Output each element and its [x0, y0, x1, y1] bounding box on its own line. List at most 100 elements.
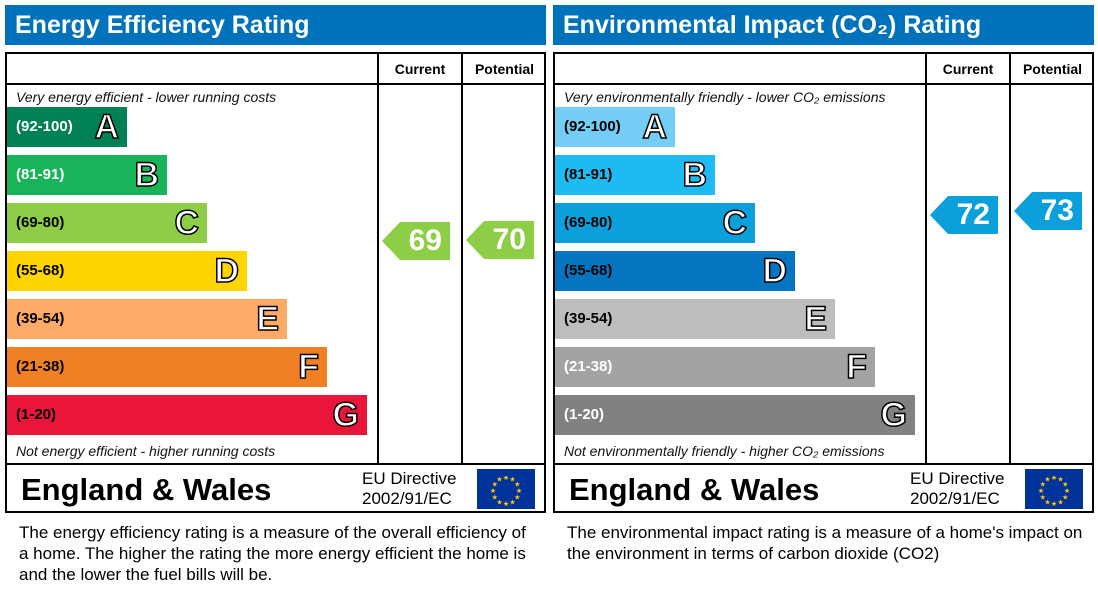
svg-text:★: ★	[1044, 498, 1050, 506]
divider	[555, 463, 1092, 465]
svg-text:★: ★	[514, 494, 520, 502]
eu-directive: EU Directive 2002/91/EC	[910, 469, 1004, 509]
svg-text:★: ★	[492, 494, 498, 502]
rating-description: The environmental impact rating is a mea…	[567, 523, 1083, 563]
divider	[7, 463, 544, 465]
svg-text:★: ★	[1051, 500, 1057, 508]
column-header-current: Current	[394, 61, 446, 77]
band-bar-d: (55-68) D	[555, 251, 795, 291]
environmental-impact-panel: Environmental Impact (CO₂) Rating Current…	[553, 0, 1095, 613]
rating-table: Current Potential Very environmentally fri…	[553, 52, 1094, 513]
band-range: (21-38)	[564, 358, 613, 375]
svg-text:★: ★	[509, 498, 515, 506]
svg-text:★: ★	[1062, 481, 1068, 489]
column-header-current: Current	[942, 61, 994, 77]
band-letter: A	[642, 107, 668, 147]
band-letter: G	[332, 395, 360, 435]
band-bar-c: (69-80) C	[555, 203, 755, 243]
band-letter: F	[845, 347, 867, 387]
chart-title: Energy Efficiency Rating	[5, 5, 546, 45]
svg-text:★: ★	[1051, 474, 1057, 482]
column-header-potential: Potential	[1022, 61, 1083, 77]
svg-text:★: ★	[1040, 481, 1046, 489]
directive-line: 2002/91/EC	[910, 489, 1000, 508]
top-note: Very environmentally friendly - lower CO…	[564, 89, 886, 105]
band-bar-a: (92-100) A	[555, 107, 675, 147]
eu-flag-icon: ★ ★ ★ ★ ★ ★ ★ ★ ★ ★ ★ ★	[1025, 469, 1083, 509]
band-range: (69-80)	[564, 214, 613, 231]
band-range: (1-20)	[564, 406, 605, 423]
svg-text:★: ★	[1064, 487, 1070, 495]
band-range: (92-100)	[564, 118, 621, 135]
band-letter: E	[256, 299, 280, 339]
svg-text:★: ★	[490, 487, 496, 495]
band-letter: G	[880, 395, 908, 435]
band-range: (69-80)	[16, 214, 65, 231]
column-header-potential: Potential	[474, 61, 535, 77]
bottom-note: Not energy efficient - higher running co…	[16, 443, 276, 459]
eu-flag-icon: ★ ★ ★ ★ ★ ★ ★ ★ ★ ★ ★ ★	[477, 469, 535, 509]
band-letter: F	[297, 347, 319, 387]
band-letter: C	[174, 203, 200, 243]
svg-text:★: ★	[1057, 476, 1063, 484]
band-range: (55-68)	[564, 262, 613, 279]
divider	[1009, 54, 1011, 465]
band-range: (92-100)	[16, 118, 73, 135]
band-range: (1-20)	[16, 406, 57, 423]
band-bar-g: (1-20) G	[7, 395, 367, 435]
band-range: (81-91)	[16, 166, 65, 183]
svg-text:★: ★	[1040, 494, 1046, 502]
top-note: Very energy efficient - lower running co…	[16, 89, 277, 105]
svg-text:★: ★	[1057, 498, 1063, 506]
divider	[461, 54, 463, 465]
current-rating-arrow: 72	[930, 196, 998, 234]
band-letter: B	[682, 155, 708, 195]
svg-text:★: ★	[492, 481, 498, 489]
svg-text:★: ★	[1062, 494, 1068, 502]
band-range: (81-91)	[564, 166, 613, 183]
potential-rating-arrow: 73	[1014, 192, 1082, 230]
svg-text:★: ★	[1044, 476, 1050, 484]
eu-directive: EU Directive 2002/91/EC	[362, 469, 456, 509]
band-bar-e: (39-54) E	[555, 299, 835, 339]
directive-line: EU Directive	[910, 469, 1005, 488]
svg-text:★: ★	[516, 487, 522, 495]
svg-text:★: ★	[503, 500, 509, 508]
region-label: England & Wales	[569, 472, 820, 507]
band-letter: E	[804, 299, 828, 339]
current-rating-arrow: 69	[382, 222, 450, 260]
band-letter: B	[134, 155, 160, 195]
svg-text:★: ★	[514, 481, 520, 489]
rating-description: The energy efficiency rating is a measur…	[19, 523, 526, 584]
energy-efficiency-panel: Energy Efficiency Rating Current Potential…	[5, 0, 547, 613]
chart-title: Environmental Impact (CO₂) Rating	[553, 5, 1094, 45]
rating-table: Current Potential Very energy efficient - …	[5, 52, 546, 513]
band-range: (39-54)	[564, 310, 613, 327]
divider	[555, 83, 1092, 85]
band-bar-f: (21-38) F	[7, 347, 327, 387]
band-range: (55-68)	[16, 262, 65, 279]
band-bar-a: (92-100) A	[7, 107, 127, 147]
band-bar-b: (81-91) B	[555, 155, 715, 195]
divider	[377, 54, 379, 465]
directive-line: EU Directive	[362, 469, 457, 488]
svg-text:★: ★	[509, 476, 515, 484]
bottom-note: Not environmentally friendly - higher CO…	[564, 443, 885, 459]
band-letter: D	[214, 251, 240, 291]
region-label: England & Wales	[21, 472, 272, 507]
svg-text:★: ★	[496, 476, 502, 484]
divider	[7, 83, 544, 85]
band-bar-b: (81-91) B	[7, 155, 167, 195]
potential-rating-arrow: 70	[466, 221, 534, 259]
directive-line: 2002/91/EC	[362, 489, 452, 508]
svg-text:★: ★	[503, 474, 509, 482]
band-bar-e: (39-54) E	[7, 299, 287, 339]
band-range: (39-54)	[16, 310, 65, 327]
band-letter: A	[94, 107, 120, 147]
divider	[925, 54, 927, 465]
svg-text:★: ★	[1038, 487, 1044, 495]
band-bar-c: (69-80) C	[7, 203, 207, 243]
band-bar-f: (21-38) F	[555, 347, 875, 387]
svg-text:★: ★	[496, 498, 502, 506]
band-letter: D	[762, 251, 788, 291]
